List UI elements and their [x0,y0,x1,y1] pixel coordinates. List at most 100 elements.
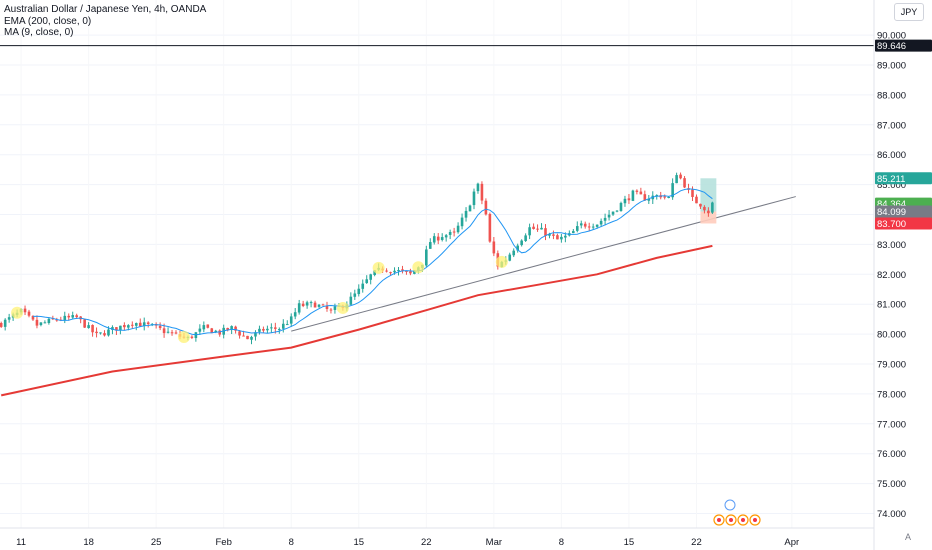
candle-body [440,237,444,240]
time-tick-label: 22 [691,537,702,548]
currency-button[interactable]: JPY [894,3,924,21]
highlight-marker[interactable] [412,261,425,274]
candle-body [528,227,531,236]
candle-body [329,309,333,311]
candle-body [468,205,472,212]
candle-body [413,270,416,274]
candle-body [401,269,404,271]
candle-body [603,217,607,221]
stop-loss-price: 83.700 [877,219,906,230]
trendline-line[interactable] [291,196,796,332]
candle-body [575,226,579,231]
time-tick-label: 15 [624,537,635,548]
candle-body [560,236,563,240]
time-tick-label: 15 [353,537,364,548]
highlight-marker[interactable] [336,301,349,314]
candle-body [675,175,678,184]
candle-body [87,325,90,329]
candle-body [95,331,98,334]
candle-body [432,236,436,243]
candle-body [234,326,237,331]
candle-body [436,236,440,241]
candle-body [663,196,666,198]
candle-body [23,308,27,313]
event-flag-icon[interactable] [724,499,736,511]
candle-body [226,327,229,331]
highlight-marker[interactable] [372,261,385,274]
candle-body [43,322,47,324]
candle-body [111,327,114,330]
candle-body [99,332,102,334]
event-icons [713,499,761,526]
highlight-marker[interactable] [495,255,508,268]
candle-body [107,329,110,336]
candle-body [428,242,432,249]
candle-body [289,316,293,324]
candle-body [639,191,643,195]
candle-body [425,249,428,266]
highlight-markers [11,255,508,344]
entry-price-bg[interactable] [875,205,932,218]
candle-body [142,322,146,326]
candle-body [230,326,233,330]
take-profit-zone[interactable] [700,178,717,212]
symbol-title[interactable]: Australian Dollar / Japanese Yen, 4h, OA… [4,4,207,15]
candle-body [579,223,583,226]
grid [0,34,874,514]
candle-body [301,303,305,307]
candle-body [516,245,519,251]
candles [0,172,714,345]
ema-200-line [0,244,713,397]
ma-9-line [32,188,713,336]
candle-body [333,306,337,310]
ema-200-line [0,244,713,397]
candle-body [695,196,698,204]
highlight-marker[interactable] [11,306,24,319]
highlight-marker[interactable] [177,331,190,344]
candle-body [166,331,170,333]
candle-body [397,269,400,271]
candle-body [508,254,512,261]
candle-body [246,335,249,340]
candle-body [297,303,301,313]
take-profit-price-bg[interactable] [875,172,932,185]
price-tick-label: 83.000 [877,240,906,251]
price-tick-label: 76.000 [877,449,906,460]
stop-loss-zone[interactable] [700,211,717,224]
candle-body [75,315,78,318]
candle-body [591,226,595,228]
candle-body [409,271,412,274]
candle-body [274,327,277,329]
candle-body [353,293,357,297]
stop-loss-price-bg[interactable] [875,217,932,230]
candle-body [671,183,674,198]
candle-body [631,190,635,201]
candle-body [627,198,631,201]
ma-9-line [32,188,713,336]
candle-body [313,302,317,308]
candle-body [615,210,619,212]
price-tick-label: 80.000 [877,330,906,341]
price-axis-bg[interactable] [874,0,932,550]
ma-indicator-label[interactable]: MA (9, close, 0) [4,27,74,38]
ema-indicator-label[interactable]: EMA (200, close, 0) [4,15,92,27]
time-tick-label: 25 [151,537,162,548]
candle-body [691,189,694,197]
candle-body [0,323,3,327]
candle-body [262,328,265,331]
trendline [291,196,796,332]
candle-body [55,319,59,321]
candle-body [309,302,313,304]
current-price: 84.364 [877,199,906,210]
time-tick-label: Feb [216,537,232,548]
candle-body [158,325,162,329]
horizontal-line-price-bg[interactable] [875,39,932,52]
candle-body [357,288,361,295]
auto-scale-button[interactable]: A [904,532,911,542]
candle-body [647,198,651,201]
candle-body [389,272,392,274]
candle-body [552,234,555,236]
candle-body [520,240,523,246]
candle-body [218,330,222,335]
